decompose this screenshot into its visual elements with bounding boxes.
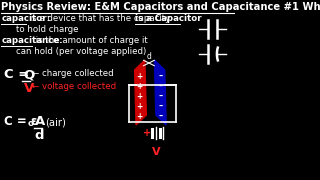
- Text: +: +: [136, 102, 142, 111]
- Text: d: d: [147, 52, 152, 61]
- Polygon shape: [155, 60, 166, 125]
- Text: +: +: [143, 128, 151, 138]
- Text: V: V: [152, 147, 160, 157]
- Text: is the amount of charge it: is the amount of charge it: [33, 36, 148, 45]
- Text: –: –: [158, 102, 163, 111]
- Text: Physics Review: E&M Capacitors and Capacitance #1 What: Physics Review: E&M Capacitors and Capac…: [2, 2, 320, 12]
- Text: –: –: [158, 111, 163, 120]
- Text: A: A: [35, 115, 45, 128]
- Text: is a device that has the capacity: is a device that has the capacity: [27, 14, 171, 23]
- Text: (air): (air): [45, 117, 66, 127]
- Text: –: –: [158, 71, 163, 80]
- Text: ← charge collected: ← charge collected: [32, 69, 113, 78]
- Text: ← voltage collected: ← voltage collected: [32, 82, 116, 91]
- Text: +: +: [136, 111, 142, 120]
- Text: –: –: [158, 91, 163, 100]
- Text: –: –: [158, 82, 163, 91]
- Text: C =: C =: [4, 68, 29, 81]
- Text: o: o: [28, 119, 34, 128]
- Text: +: +: [136, 82, 142, 91]
- Text: d: d: [35, 129, 44, 142]
- Text: Q: Q: [24, 68, 35, 81]
- Text: to hold charge: to hold charge: [16, 25, 79, 34]
- Text: can hold (per voltage applied): can hold (per voltage applied): [16, 47, 147, 56]
- Text: capacitance:: capacitance:: [2, 36, 63, 45]
- Text: +: +: [136, 71, 142, 80]
- Text: capacitor:: capacitor:: [2, 14, 51, 23]
- Text: +: +: [136, 91, 142, 100]
- Text: is a Capacitor: is a Capacitor: [135, 14, 201, 23]
- Text: C = ε: C = ε: [4, 115, 37, 128]
- Polygon shape: [135, 60, 146, 125]
- Text: V: V: [24, 82, 34, 95]
